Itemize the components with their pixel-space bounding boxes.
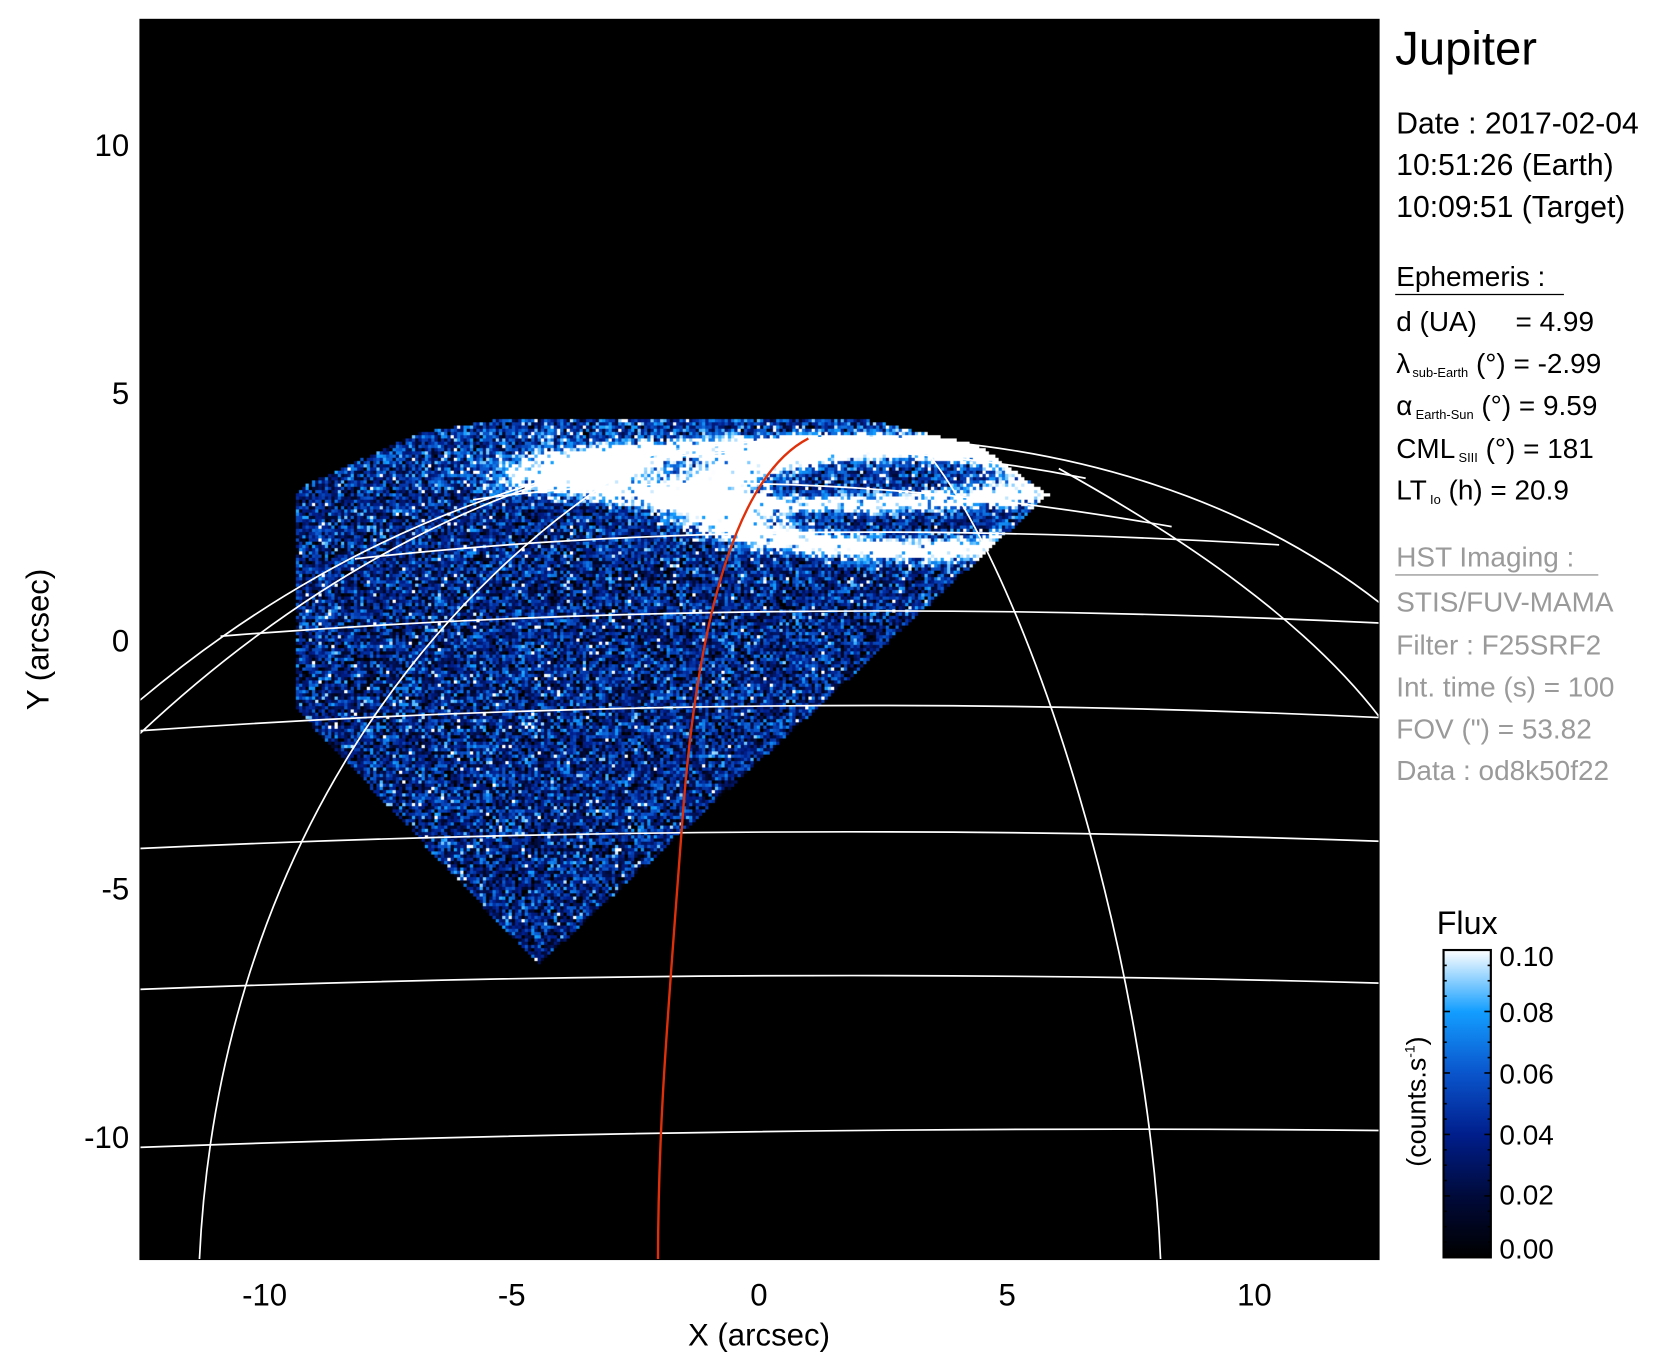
y-axis: 10 5 0 -5 -10 Y (arcsec) — [21, 128, 130, 1155]
limb — [129, 437, 1386, 709]
hst-instrument: STIS/FUV-MAMA — [1396, 586, 1614, 617]
x-tick-label: 0 — [750, 1278, 767, 1313]
hst-fov: FOV (") = 53.82 — [1396, 713, 1591, 744]
y-tick-label: -5 — [102, 872, 130, 907]
planet-grid — [129, 437, 1386, 1268]
hst-heading: HST Imaging : — [1396, 541, 1574, 572]
x-axis-label: X (arcsec) — [688, 1318, 830, 1353]
colorbar-tick-label: 0.06 — [1499, 1058, 1553, 1089]
latitude-line — [473, 483, 1172, 526]
colorbar-tick-label: 0.00 — [1499, 1233, 1553, 1264]
latitude-line — [129, 976, 1386, 990]
ephemeris-row-phase-angle: α Earth-Sun (°) = 9.59 — [1396, 390, 1597, 422]
latitude-line — [355, 532, 1279, 559]
ephemeris-row-distance: d (UA) = 4.99 — [1396, 306, 1594, 337]
x-axis: -10 -5 0 5 10 X (arcsec) — [242, 1278, 1272, 1353]
colorbar: Flux 0.00 0.02 0.04 0.06 0.08 0.10 (coun… — [1401, 905, 1554, 1265]
y-axis-label: Y (arcsec) — [21, 569, 56, 710]
meridian-line — [129, 454, 656, 744]
planet-title: Jupiter — [1395, 22, 1537, 75]
date-text: Date : 2017-02-04 — [1396, 107, 1638, 140]
x-tick-label: -10 — [242, 1278, 287, 1313]
y-tick-label: 5 — [112, 376, 129, 411]
ephemeris-block: Ephemeris : d (UA) = 4.99 λ sub-Earth (°) … — [1395, 261, 1601, 507]
colorbar-tick-label: 0.02 — [1499, 1180, 1553, 1211]
y-tick-label: 10 — [95, 128, 130, 163]
meridian-line — [199, 451, 658, 1268]
ephemeris-heading: Ephemeris : — [1396, 261, 1545, 292]
target-time-text: 10:09:51 (Target) — [1396, 191, 1625, 224]
hst-integration-time: Int. time (s) = 100 — [1396, 671, 1614, 702]
x-tick-label: -5 — [498, 1278, 526, 1313]
x-tick-label: 10 — [1237, 1278, 1272, 1313]
latitude-line — [221, 611, 1387, 636]
ephemeris-row-io-local-time: LT Io (h) = 20.9 — [1396, 475, 1569, 507]
meridian-line — [924, 449, 1160, 1268]
y-tick-label: 0 — [112, 623, 129, 658]
ephemeris-row-sub-earth-latitude: λ sub-Earth (°) = -2.99 — [1396, 348, 1601, 380]
y-tick-label: -10 — [84, 1120, 129, 1155]
colorbar-tick-label: 0.08 — [1499, 997, 1553, 1028]
colorbar-unit-label: (counts.s-1) — [1401, 1036, 1431, 1166]
hst-imaging-block: HST Imaging : STIS/FUV-MAMA Filter : F25… — [1395, 541, 1614, 786]
latitude-line — [129, 1129, 1386, 1148]
plot-frame — [140, 19, 1379, 1259]
ephemeris-row-cml: CML SIII (°) = 181 — [1396, 433, 1594, 465]
colorbar-title: Flux — [1437, 905, 1498, 941]
colorbar-tick-label: 0.10 — [1499, 941, 1553, 972]
hst-data-id: Data : od8k50f22 — [1396, 755, 1609, 786]
meridian-line — [1059, 469, 1387, 727]
latitude-line — [559, 450, 1086, 478]
latitude-line — [140, 705, 1387, 730]
colorbar-tick-label: 0.04 — [1499, 1120, 1553, 1151]
earth-time-text: 10:51:26 (Earth) — [1396, 149, 1613, 182]
colorbar-gradient — [1444, 950, 1491, 1257]
latitude-line — [129, 832, 1386, 849]
hst-filter: Filter : F25SRF2 — [1396, 629, 1601, 660]
x-tick-label: 5 — [999, 1278, 1016, 1313]
observation-info: Date : 2017-02-04 10:51:26 (Earth) 10:09… — [1396, 107, 1638, 224]
io-footprint-meridian — [658, 438, 808, 1268]
